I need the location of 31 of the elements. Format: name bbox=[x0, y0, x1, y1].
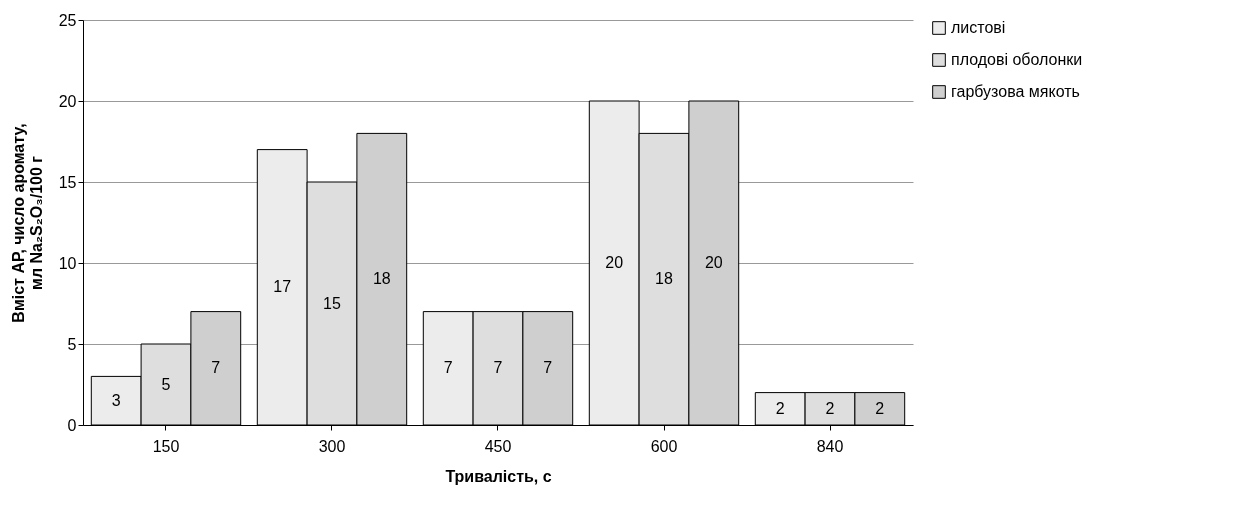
data-label: 7 bbox=[211, 359, 221, 377]
data-label: 3 bbox=[111, 391, 121, 409]
x-tick-label: 150 bbox=[152, 437, 180, 455]
data-label: 2 bbox=[825, 399, 835, 417]
x-tick-label: 300 bbox=[318, 437, 346, 455]
data-label: 2 bbox=[775, 399, 785, 417]
x-tick-label: 600 bbox=[650, 437, 678, 455]
y-tick-label: 20 bbox=[58, 92, 77, 110]
data-label: 18 bbox=[372, 270, 391, 288]
legend-label: гарбузова мякоть bbox=[951, 83, 1080, 100]
x-axis-title: Тривалість, с bbox=[445, 467, 552, 485]
x-tick-label: 840 bbox=[816, 437, 844, 455]
y-tick-label: 25 bbox=[58, 11, 77, 29]
data-label: 17 bbox=[273, 278, 292, 296]
data-label: 18 bbox=[655, 270, 673, 288]
legend-label: листові bbox=[951, 19, 1006, 36]
y-tick-label: 10 bbox=[58, 254, 77, 272]
legend-label: плодові оболонки bbox=[951, 51, 1083, 68]
data-label: 7 bbox=[443, 359, 453, 377]
data-label: 5 bbox=[161, 375, 171, 393]
data-label: 7 bbox=[543, 359, 553, 377]
y-tick-label: 0 bbox=[67, 416, 77, 434]
y-tick-label: 5 bbox=[67, 335, 77, 353]
data-label: 15 bbox=[323, 294, 341, 312]
data-label: 2 bbox=[875, 399, 885, 417]
y-tick-label: 15 bbox=[58, 173, 77, 191]
data-label: 20 bbox=[605, 254, 624, 271]
y-axis-title: Вміст АР, число аромату, мл Na₂S₂O₃/100 г bbox=[9, 123, 45, 323]
data-label: 20 bbox=[704, 254, 723, 271]
x-tick-label: 450 bbox=[484, 437, 512, 455]
data-label: 7 bbox=[493, 359, 503, 377]
